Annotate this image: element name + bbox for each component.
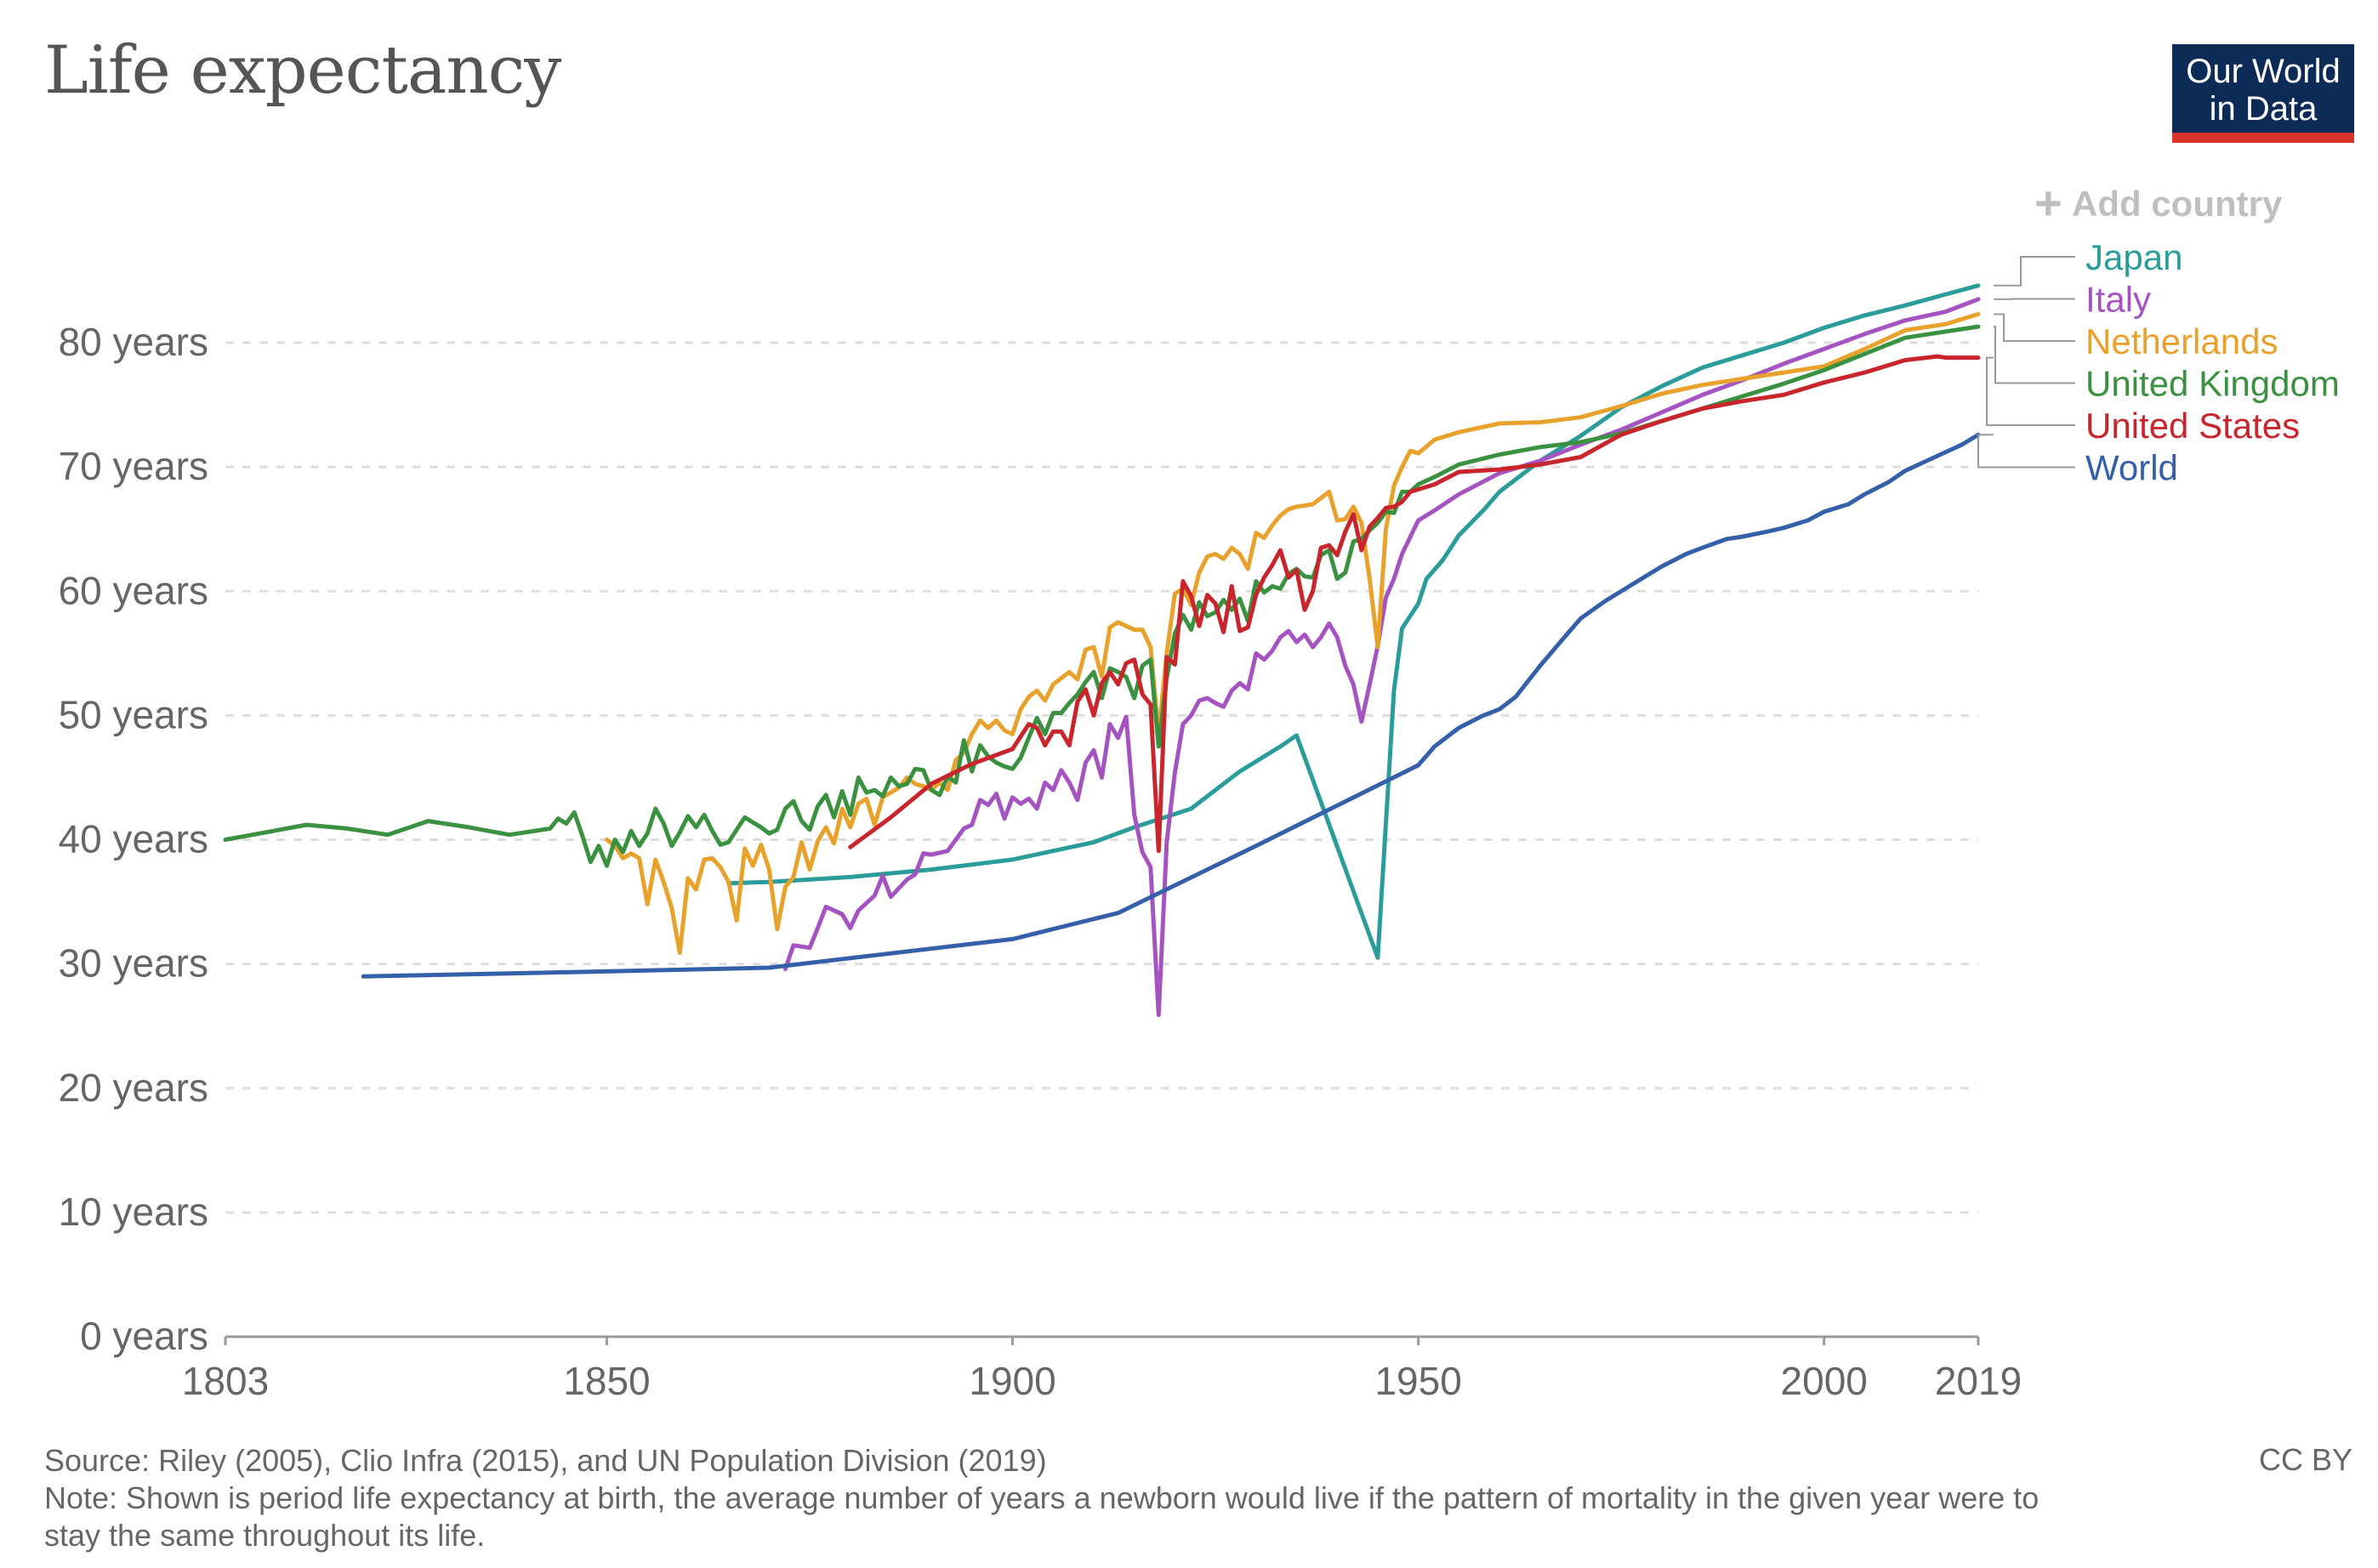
legend-label-united-states: United States — [2085, 406, 2300, 446]
x-tick-label: 1803 — [182, 1359, 269, 1403]
series-line-united-states — [848, 354, 1981, 854]
legend-label-netherlands: Netherlands — [2085, 321, 2278, 361]
note-line-1: Note: Shown is period life expectancy at… — [44, 1480, 2040, 1515]
x-tick-label: 1900 — [969, 1359, 1055, 1403]
y-tick-label: 0 years — [80, 1314, 208, 1358]
logo-line-1: Our World — [2186, 53, 2341, 90]
x-tick-label: 2000 — [1781, 1359, 1868, 1403]
x-tick-label: 2019 — [1935, 1359, 2022, 1403]
legend-label-united-kingdom: United Kingdom — [2085, 364, 2340, 404]
x-axis — [224, 1335, 1980, 1345]
x-tick-label: 1850 — [563, 1359, 650, 1403]
y-tick-label: 40 years — [59, 817, 208, 861]
legend-leader-line — [1994, 256, 2075, 287]
add-country-button[interactable]: + Add country — [2034, 175, 2282, 230]
series-line-netherlands — [605, 312, 1981, 955]
legend-label-world: World — [2085, 448, 2178, 488]
plus-icon: + — [2034, 176, 2062, 230]
x-tick-label: 1950 — [1374, 1359, 1461, 1403]
gridlines — [225, 341, 1978, 1214]
legend-leader-line — [1994, 326, 2075, 384]
series-line-italy — [782, 297, 1981, 1018]
series-line-world — [361, 432, 1981, 979]
legend-leader-line — [1986, 356, 2075, 426]
y-tick-label: 50 years — [59, 692, 208, 736]
y-tick-label: 10 years — [59, 1190, 208, 1234]
note-line-2: stay the same throughout its life. — [44, 1518, 486, 1553]
license-link[interactable]: CC BY — [2258, 1442, 2352, 1477]
series-line-japan — [726, 283, 1981, 960]
logo-line-2: in Data — [2209, 90, 2318, 128]
y-tick-label: 60 years — [59, 568, 208, 612]
footer: Source: Riley (2005), Clio Infra (2015),… — [44, 1442, 2039, 1554]
owid-logo[interactable]: Our World in Data — [2172, 44, 2354, 143]
y-tick-label: 70 years — [59, 444, 208, 488]
y-axis-labels: 0 years 10 years 20 years 30 years 40 years 5… — [59, 320, 208, 1358]
legend-label-italy: Italy — [2085, 280, 2151, 320]
page-title: Life expectancy — [44, 32, 561, 109]
source-note: Source: Riley (2005), Clio Infra (2015),… — [44, 1443, 1047, 1478]
x-axis-labels: 1803 1850 1900 1950 2000 2019 — [182, 1359, 2022, 1403]
logo-accent-bar — [2172, 133, 2354, 143]
legend-label-japan: Japan — [2085, 237, 2182, 277]
y-tick-label: 20 years — [59, 1065, 208, 1110]
y-tick-label: 30 years — [59, 941, 208, 986]
y-tick-label: 80 years — [59, 320, 208, 364]
add-country-label: Add country — [2072, 184, 2283, 224]
series-lines — [223, 283, 1981, 1018]
legend-leader-line — [1994, 313, 2075, 342]
legend-leader-line — [1977, 434, 2075, 469]
